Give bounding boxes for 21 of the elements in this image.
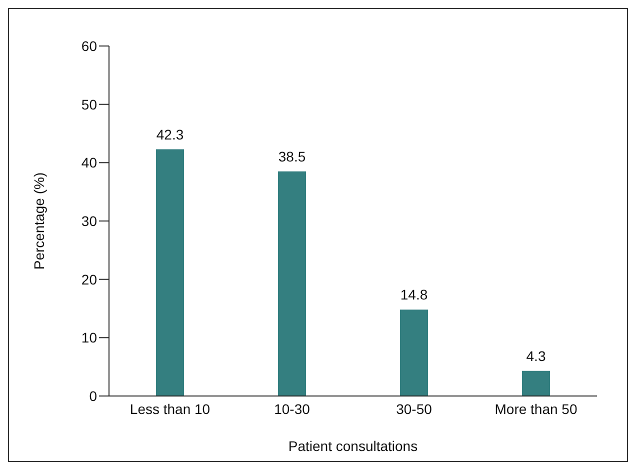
y-tick-label: 0 — [89, 388, 98, 404]
y-tick-label: 20 — [81, 271, 98, 288]
x-tick-label: Less than 10 — [130, 400, 210, 417]
y-tick-label: 60 — [81, 38, 98, 54]
x-tick-label: 30-50 — [396, 400, 432, 417]
y-tick-label: 40 — [81, 154, 98, 171]
y-axis-title: Percentage (%) — [30, 172, 47, 270]
x-tick-label: More than 50 — [494, 400, 578, 417]
x-axis-title: Patient consultations — [288, 438, 418, 454]
data-label: 42.3 — [156, 126, 184, 142]
bar — [156, 149, 184, 396]
data-label: 38.5 — [278, 148, 306, 164]
data-label: 14.8 — [400, 286, 428, 303]
data-label: 4.3 — [526, 348, 546, 364]
y-tick-label: 50 — [81, 96, 98, 112]
y-tick-label: 30 — [81, 212, 98, 229]
bar — [278, 171, 306, 396]
bar — [400, 310, 428, 396]
y-tick-label: 10 — [81, 330, 98, 346]
x-tick-label: 10-30 — [274, 400, 310, 417]
bar — [522, 370, 550, 396]
